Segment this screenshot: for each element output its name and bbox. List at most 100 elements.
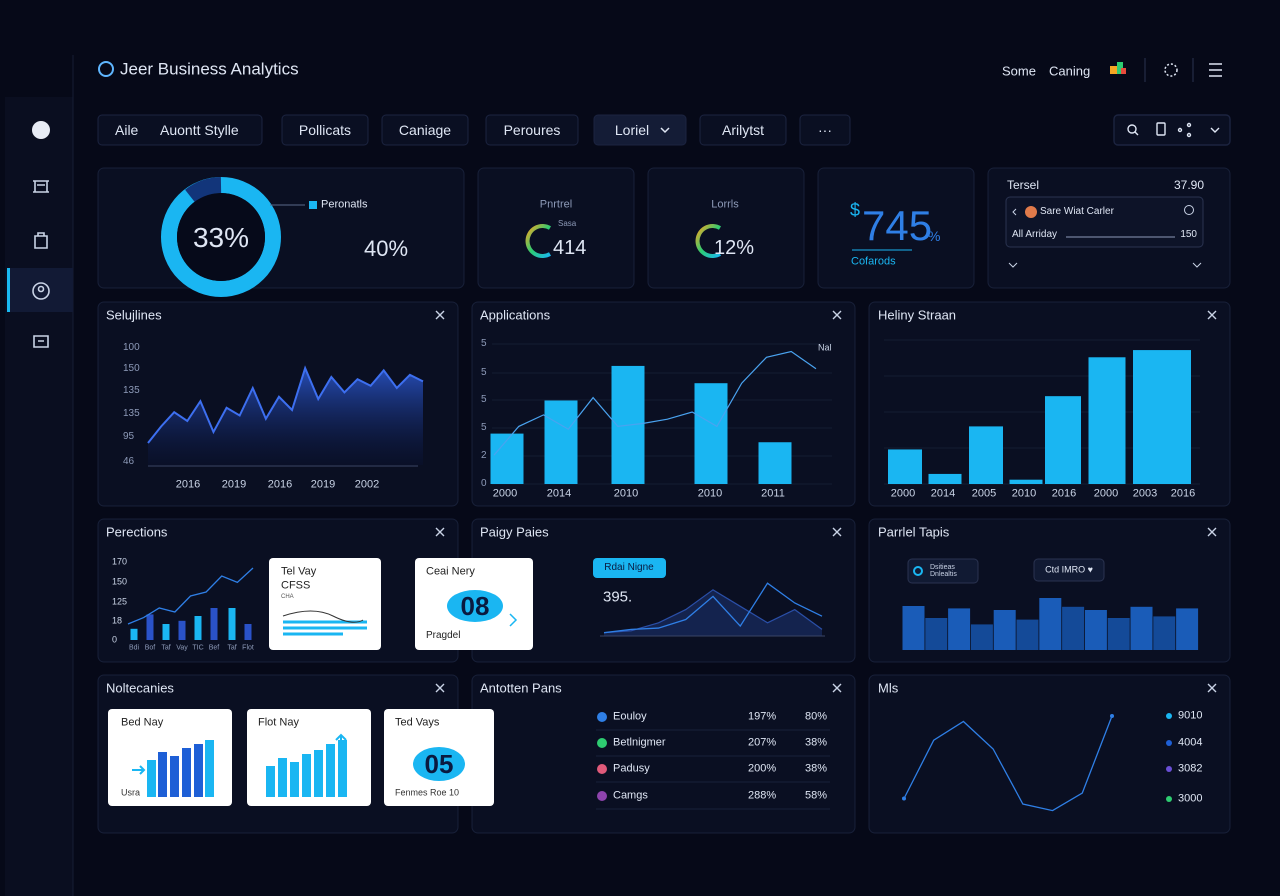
y-tick-label: 5 (481, 367, 487, 378)
panel (477, 167, 635, 289)
y-tick-label: 0 (481, 478, 487, 489)
tab[interactable] (281, 114, 369, 146)
card-title: Flot Nay (258, 716, 299, 729)
badge (413, 747, 465, 781)
tab[interactable] (593, 114, 687, 146)
card-graphic-bar (147, 760, 156, 797)
nav-link[interactable]: Some (1002, 63, 1036, 79)
close-button[interactable] (1207, 310, 1217, 320)
y-tick-label: 150 (123, 363, 140, 374)
bar (948, 608, 971, 650)
legend-dot (1166, 766, 1172, 772)
bar (228, 608, 236, 640)
tab-label[interactable]: Loriel (614, 122, 650, 138)
bar (1088, 357, 1126, 484)
avatar (1025, 206, 1037, 218)
tab-label[interactable]: Arilytst (722, 122, 764, 138)
bar (544, 400, 578, 484)
tab[interactable] (485, 114, 579, 146)
close-button[interactable] (832, 527, 842, 537)
kpi-value: 414 (553, 237, 587, 259)
card-graphic (282, 610, 364, 623)
close-button[interactable] (435, 310, 445, 320)
tab-label[interactable]: Aile (115, 122, 139, 138)
y-tick-label: 46 (123, 456, 135, 467)
x-tick-label: Taf (161, 644, 171, 652)
y-tick-label: 5 (481, 338, 487, 349)
close-button[interactable] (1207, 683, 1217, 693)
sidebar (5, 97, 73, 896)
sidebar-indicator (7, 268, 10, 312)
y-tick-label: 5 (481, 394, 487, 405)
y-tick-label: 0 (112, 634, 118, 645)
card-graphic-bar (314, 750, 323, 797)
legend-label: 3000 (1178, 792, 1203, 805)
panel-title: Applications (480, 307, 551, 323)
card-graphic-bar (278, 758, 287, 797)
legend-label: 9010 (1178, 709, 1203, 722)
row-value: 288% (748, 789, 777, 802)
value: 395. (603, 588, 633, 606)
tab[interactable] (799, 114, 851, 146)
x-tick-label: 2003 (1132, 487, 1158, 500)
row-value: 197% (748, 710, 777, 723)
x-tick-label: 2010 (697, 487, 723, 500)
chevron (1012, 208, 1017, 216)
y-tick-label: 18 (112, 615, 123, 626)
card-graphic (132, 733, 347, 797)
y-tick-label: 5 (481, 422, 487, 433)
close-button[interactable] (832, 683, 842, 693)
panel (471, 301, 856, 507)
tab-label[interactable]: Caniage (398, 122, 452, 138)
close-button[interactable] (832, 310, 842, 320)
y-tick-label: 125 (112, 596, 128, 607)
tab[interactable] (97, 114, 263, 146)
close-button[interactable] (435, 683, 445, 693)
row-name: Camgs (613, 789, 648, 802)
tab-label[interactable]: Pollicats (298, 122, 352, 138)
tab-label[interactable]: ··· (818, 122, 832, 138)
row-dot (597, 712, 607, 722)
bar (1045, 396, 1081, 484)
kpi-label: Lorrls (711, 198, 739, 211)
close-button[interactable] (435, 527, 445, 537)
card-graphic-bar (158, 752, 167, 797)
bar (146, 614, 154, 640)
card-sub: Pragdel (426, 630, 461, 641)
row-value: 80% (805, 710, 828, 723)
y-tick-label: 100 (123, 342, 140, 353)
tab[interactable] (381, 114, 469, 146)
kpi-value: 745 (862, 202, 933, 249)
panel (817, 167, 975, 289)
panel (647, 167, 805, 289)
panel-title: Antotten Pans (480, 680, 562, 696)
bar (162, 624, 170, 640)
card-title: Bed Nay (121, 716, 164, 729)
bar (928, 473, 962, 484)
tab-label[interactable]: Peroures (503, 122, 561, 138)
logo (98, 61, 114, 77)
search-box (1005, 196, 1204, 248)
point (1110, 714, 1114, 718)
card-graphic-bar (326, 744, 335, 797)
row-value: 58% (805, 789, 828, 802)
bar (993, 610, 1016, 650)
card-graphic-bar (170, 756, 179, 797)
row-name: Eouloy (613, 710, 647, 723)
bar (694, 383, 728, 484)
area (604, 589, 822, 636)
arrow (509, 613, 518, 627)
tab[interactable] (699, 114, 787, 146)
close-button[interactable] (1207, 527, 1217, 537)
nav-link[interactable]: Caning (1049, 63, 1091, 79)
x-tick-label: 2000 (492, 487, 518, 500)
legend-swatch (309, 201, 317, 209)
legend-dot (1166, 740, 1172, 746)
bar (210, 608, 218, 640)
row-name: Padusy (613, 762, 650, 775)
card-graphic-bar (194, 744, 203, 797)
tab-label[interactable]: Auontt Stylle (160, 122, 239, 138)
bar (970, 624, 993, 650)
sidebar-icons (32, 121, 50, 348)
